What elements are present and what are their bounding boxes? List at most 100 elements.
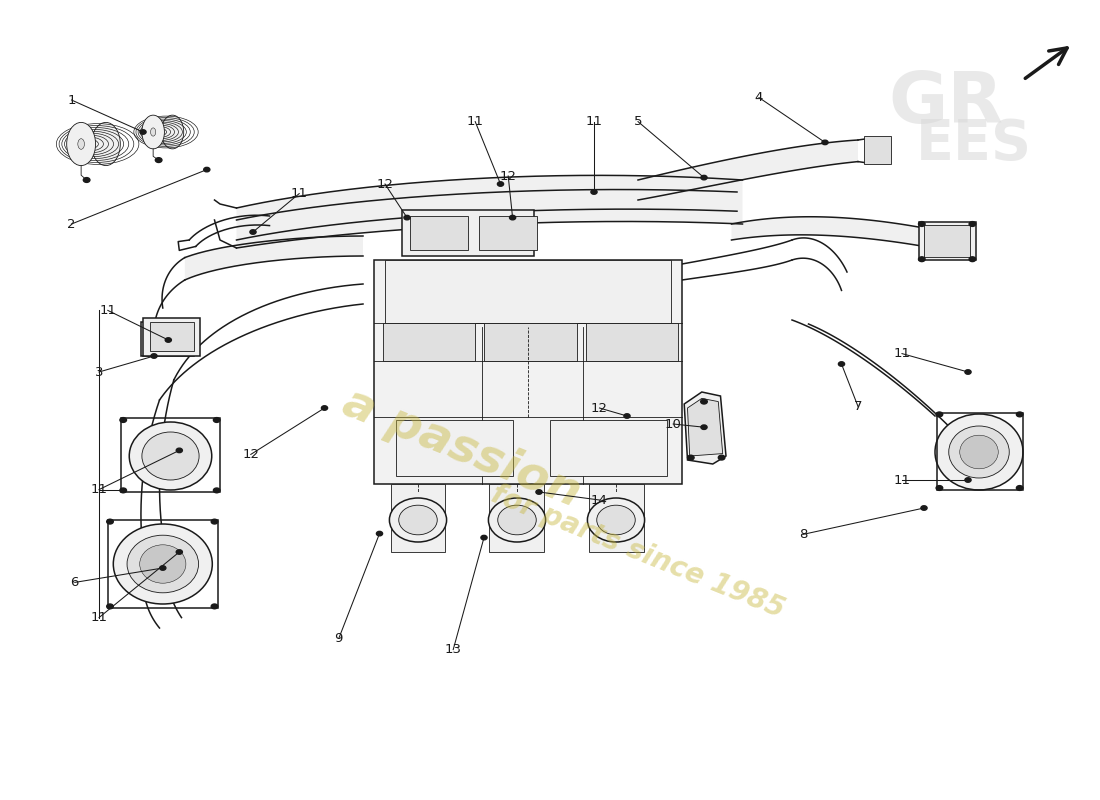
Text: 10: 10: [664, 418, 682, 430]
Text: 1: 1: [67, 94, 76, 106]
Circle shape: [718, 455, 725, 460]
Ellipse shape: [935, 414, 1023, 490]
Ellipse shape: [130, 422, 211, 490]
Circle shape: [120, 418, 127, 422]
Circle shape: [701, 425, 707, 430]
Ellipse shape: [151, 128, 156, 136]
Text: 11: 11: [893, 474, 911, 486]
Ellipse shape: [113, 524, 212, 604]
Text: 11: 11: [585, 115, 603, 128]
Text: 11: 11: [99, 304, 117, 317]
FancyBboxPatch shape: [410, 216, 469, 250]
Ellipse shape: [142, 115, 164, 149]
Text: 12: 12: [499, 170, 517, 182]
Circle shape: [688, 455, 694, 460]
Ellipse shape: [497, 506, 537, 534]
Circle shape: [404, 215, 410, 220]
Ellipse shape: [597, 506, 636, 534]
Circle shape: [1016, 412, 1023, 417]
Circle shape: [509, 215, 516, 220]
Circle shape: [211, 519, 218, 524]
Polygon shape: [638, 140, 858, 200]
Circle shape: [918, 257, 925, 262]
Polygon shape: [684, 392, 726, 464]
Bar: [924, 225, 970, 257]
Circle shape: [120, 488, 127, 493]
Circle shape: [965, 478, 971, 482]
Ellipse shape: [91, 122, 120, 166]
Ellipse shape: [126, 535, 198, 593]
Text: 9: 9: [334, 632, 343, 645]
FancyBboxPatch shape: [402, 210, 534, 256]
Circle shape: [969, 222, 976, 226]
Polygon shape: [185, 236, 363, 280]
FancyBboxPatch shape: [146, 326, 188, 352]
Circle shape: [176, 448, 183, 453]
FancyBboxPatch shape: [390, 484, 446, 552]
Text: a passion: a passion: [337, 380, 587, 516]
FancyBboxPatch shape: [550, 420, 667, 476]
Circle shape: [204, 167, 210, 172]
Polygon shape: [732, 217, 924, 246]
FancyBboxPatch shape: [864, 136, 891, 164]
Circle shape: [921, 506, 927, 510]
Text: 12: 12: [376, 178, 394, 190]
Ellipse shape: [142, 432, 199, 480]
Ellipse shape: [959, 435, 999, 469]
Ellipse shape: [389, 498, 447, 542]
Text: 11: 11: [90, 611, 108, 624]
Text: 3: 3: [95, 366, 103, 378]
Ellipse shape: [398, 506, 438, 534]
Circle shape: [591, 190, 597, 194]
FancyBboxPatch shape: [478, 216, 537, 250]
Text: 11: 11: [90, 483, 108, 496]
Circle shape: [838, 362, 845, 366]
Circle shape: [936, 412, 943, 417]
FancyBboxPatch shape: [143, 318, 200, 356]
FancyBboxPatch shape: [141, 322, 194, 356]
Ellipse shape: [140, 545, 186, 583]
Text: EES: EES: [915, 117, 1032, 171]
Ellipse shape: [948, 426, 1010, 478]
Circle shape: [701, 175, 707, 180]
Ellipse shape: [67, 122, 96, 166]
Ellipse shape: [587, 498, 645, 542]
Text: for parts since 1985: for parts since 1985: [487, 480, 789, 624]
Circle shape: [84, 178, 90, 182]
Circle shape: [165, 338, 172, 342]
Polygon shape: [236, 175, 742, 248]
Text: 12: 12: [591, 402, 608, 414]
Text: 11: 11: [290, 187, 308, 200]
FancyBboxPatch shape: [385, 260, 671, 322]
Circle shape: [822, 140, 828, 145]
Circle shape: [918, 222, 925, 226]
Circle shape: [107, 604, 113, 609]
Text: GR: GR: [889, 70, 1003, 138]
Polygon shape: [688, 398, 723, 456]
Text: 2: 2: [67, 218, 76, 230]
Text: 5: 5: [634, 115, 642, 128]
Circle shape: [176, 550, 183, 554]
FancyBboxPatch shape: [586, 322, 679, 361]
Circle shape: [160, 566, 166, 570]
Text: 12: 12: [242, 448, 260, 461]
Circle shape: [155, 158, 162, 162]
Text: 8: 8: [799, 528, 807, 541]
Circle shape: [250, 230, 256, 234]
Text: 6: 6: [70, 576, 79, 589]
Text: 14: 14: [591, 494, 608, 506]
Ellipse shape: [162, 115, 184, 149]
Text: 7: 7: [854, 400, 862, 413]
Circle shape: [701, 399, 707, 404]
Circle shape: [213, 418, 220, 422]
Circle shape: [624, 414, 630, 418]
Circle shape: [536, 490, 542, 494]
FancyBboxPatch shape: [150, 322, 194, 351]
Circle shape: [213, 488, 220, 493]
Text: 11: 11: [893, 347, 911, 360]
FancyBboxPatch shape: [374, 260, 682, 484]
Text: 4: 4: [755, 91, 763, 104]
Circle shape: [969, 257, 976, 262]
Text: 11: 11: [466, 115, 484, 128]
Ellipse shape: [78, 138, 85, 150]
